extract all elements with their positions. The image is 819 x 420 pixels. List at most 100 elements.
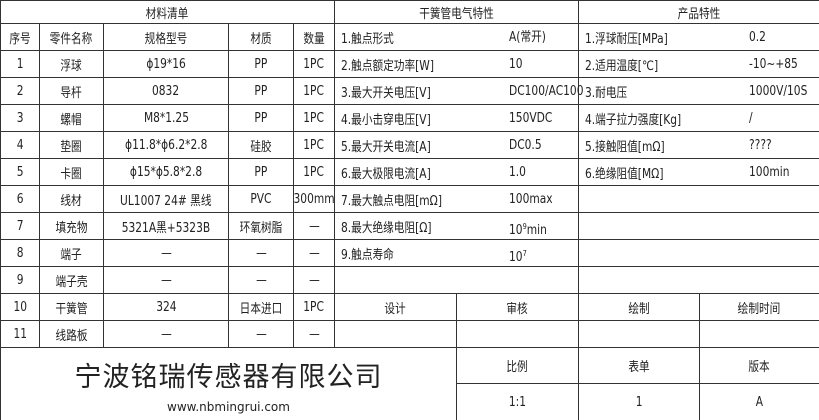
electrical-item: 4.最小击穿电压[V] <box>335 105 579 132</box>
product-value: 1000V/10S <box>749 78 819 105</box>
signoff-label-text: 审核 <box>506 301 529 317</box>
electrical-item-text: 5.最大开关电流[A] <box>341 139 431 155</box>
product-value: ???? <box>749 132 777 159</box>
titleblock-label-text: 比例 <box>506 360 529 375</box>
product-item-text: 1.浮球耐压[MPa] <box>585 31 668 47</box>
bom-cell: 9 <box>1 267 40 294</box>
bom-cell: 1PC <box>294 51 335 78</box>
bom-cell: 垫圈 <box>40 132 104 159</box>
bom-cell-text: 端子 <box>60 247 83 263</box>
company-block: 宁波铭瑞传感器有限公司 www.nbmingrui.com <box>1 348 457 420</box>
bom-cell-text: UL1007 24# 黑线 <box>120 193 212 209</box>
electrical-value: DC0.5 <box>509 132 549 159</box>
electrical-item: 5.最大开关电流[A] <box>335 132 579 159</box>
product-value: / <box>749 105 753 132</box>
electrical-empty <box>335 267 579 294</box>
bom-header-text: 零件名称 <box>50 31 93 47</box>
titleblock-label: 版本 <box>700 348 819 384</box>
bom-cell-text: PP <box>254 83 268 99</box>
bom-cell: 5 <box>1 159 40 186</box>
electrical-title-text: 干簧管电气特性 <box>419 6 494 22</box>
bom-cell: ϕ11.8*ϕ6.2*2.8 <box>104 132 229 159</box>
bom-header: 数量 <box>294 24 335 51</box>
bom-title: 材料清单 <box>1 1 335 24</box>
bom-cell-text: — <box>160 245 172 261</box>
bom-cell-text: 线材 <box>60 193 83 209</box>
titleblock-label-text: 表单 <box>628 360 650 375</box>
bom-header: 序号 <box>1 24 40 51</box>
bom-cell: ϕ15*ϕ5.8*2.8 <box>104 159 229 186</box>
titleblock-value-text: A <box>755 394 764 410</box>
bom-cell-text: — <box>308 272 320 288</box>
electrical-value: 109min <box>509 213 555 240</box>
bom-cell-text: 10 <box>13 299 27 315</box>
product-item: 3.耐电压 <box>579 78 819 105</box>
product-item-text: 3.耐电压 <box>585 85 628 101</box>
bom-cell: 1PC <box>294 294 335 321</box>
bom-cell-text: PP <box>254 56 268 72</box>
bom-header: 零件名称 <box>40 24 104 51</box>
bom-cell-text: 9 <box>16 272 24 288</box>
bom-cell-text: 垫圈 <box>60 139 83 155</box>
product-empty <box>579 240 819 267</box>
bom-cell-text: 硅胶 <box>250 139 272 155</box>
titleblock-value: 1:1 <box>457 384 579 420</box>
bom-header: 规格型号 <box>104 24 229 51</box>
electrical-value: 10 <box>509 51 526 78</box>
electrical-value-text: 100max <box>509 192 553 207</box>
bom-cell-text: 1PC <box>303 56 325 72</box>
electrical-value-text: DC0.5 <box>509 138 542 153</box>
bom-cell: 5321A黑+5323B <box>104 213 229 240</box>
electrical-value-text: 150VDC <box>509 111 553 126</box>
bom-header-text: 序号 <box>9 31 31 47</box>
bom-cell: 2 <box>1 78 40 105</box>
bom-cell-text: ϕ15*ϕ5.8*2.8 <box>129 164 203 180</box>
bom-cell-text: 1PC <box>303 164 325 180</box>
bom-cell-text: — <box>255 245 267 261</box>
bom-cell: — <box>294 240 335 267</box>
bom-cell: 端子 <box>40 240 104 267</box>
bom-cell: 300mm <box>294 186 335 213</box>
bom-cell-text: PP <box>254 164 268 180</box>
electrical-item-text: 2.触点额定功率[W] <box>341 58 434 74</box>
bom-header-text: 数量 <box>303 31 325 47</box>
bom-cell-text: 6 <box>16 191 24 207</box>
electrical-item: 8.最大绝缘电阻[Ω] <box>335 213 579 240</box>
electrical-value: A(常开) <box>509 24 554 51</box>
product-empty <box>579 267 819 294</box>
bom-cell: 日本进口 <box>229 294 294 321</box>
bom-cell-text: 1PC <box>303 299 325 315</box>
signoff-label: 审核 <box>457 294 579 321</box>
bom-cell: PP <box>229 105 294 132</box>
product-item: 1.浮球耐压[MPa] <box>579 24 819 51</box>
product-item: 6.绝缘阻值[MΩ] <box>579 159 819 186</box>
signoff-field <box>700 321 819 348</box>
bom-cell: 硅胶 <box>229 132 294 159</box>
bom-cell-text: 3 <box>16 110 24 126</box>
signoff-label-text: 绘制 <box>628 301 650 317</box>
bom-cell-text: 导杆 <box>60 85 83 101</box>
signoff-label: 绘制时间 <box>700 294 819 321</box>
bom-cell-text: 环氧树脂 <box>239 220 283 236</box>
bom-cell-text: — <box>160 326 172 342</box>
product-value-text: ???? <box>749 138 772 153</box>
bom-cell-text: 2 <box>16 83 24 99</box>
product-item-text: 4.端子拉力强度[Kg] <box>585 112 682 128</box>
bom-cell-text: 1 <box>16 56 24 72</box>
bom-cell: 导杆 <box>40 78 104 105</box>
electrical-value: 150VDC <box>509 105 562 132</box>
bom-cell: PP <box>229 78 294 105</box>
product-value: 100min <box>749 159 798 186</box>
electrical-item-text: 7.最大触点电阻[mΩ] <box>341 193 442 209</box>
bom-cell: — <box>229 267 294 294</box>
product-value-text: 100min <box>749 165 790 180</box>
bom-cell: 11 <box>1 321 40 348</box>
bom-cell: 1PC <box>294 105 335 132</box>
bom-cell-text: 卡圈 <box>60 166 83 182</box>
bom-cell-text: M8*1.25 <box>143 110 189 126</box>
product-empty <box>579 213 819 240</box>
signoff-label-text: 设计 <box>384 301 407 317</box>
bom-cell-text: 11 <box>13 326 27 342</box>
signoff-label: 设计 <box>335 294 457 321</box>
